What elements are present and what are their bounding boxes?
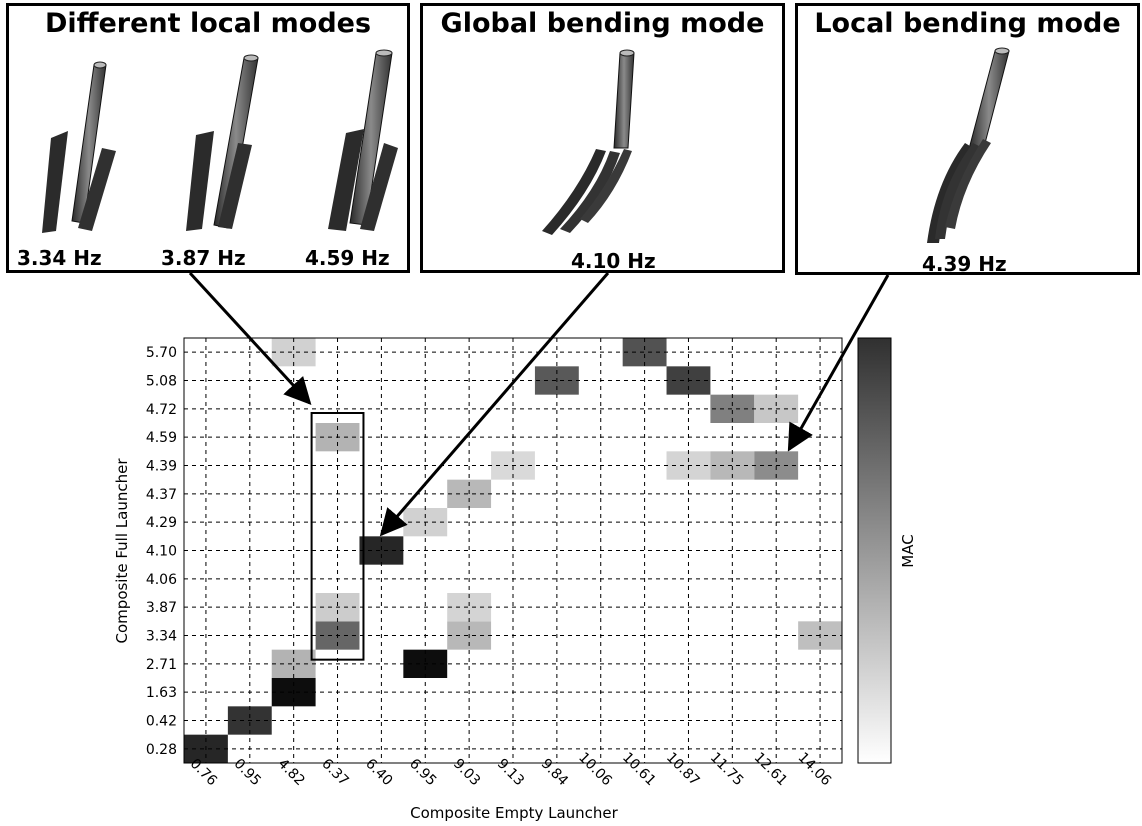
y-tick-label: 4.39	[146, 459, 177, 475]
x-tick-label: 6.37	[318, 756, 351, 789]
heatmap-cell	[271, 649, 316, 678]
x-tick-label: 6.40	[362, 756, 395, 789]
x-tick-label: 10.87	[663, 749, 703, 789]
y-tick-label: 4.72	[146, 402, 177, 418]
panel-local-bending-mode: Local bending mode 4.39 Hz	[795, 3, 1140, 276]
annotation-arrow	[379, 272, 610, 537]
launcher-render-local-1	[42, 49, 398, 233]
y-tick-label: 5.70	[146, 345, 177, 361]
x-tick-label: 6.95	[406, 756, 439, 789]
frequency-label: 4.39 Hz	[922, 252, 1007, 276]
annotation-arrow	[787, 274, 890, 452]
x-tick-label: 12.61	[751, 749, 791, 789]
y-tick-label: 4.10	[146, 544, 177, 560]
x-tick-label: 9.13	[494, 756, 527, 789]
colorbar	[857, 337, 892, 764]
x-tick-label: 9.03	[450, 756, 483, 789]
x-tick-label: 4.82	[274, 756, 307, 789]
y-tick-label: 4.29	[146, 515, 177, 531]
panel-title: Local bending mode	[814, 8, 1121, 39]
y-tick-label: 0.42	[146, 714, 177, 730]
annotation-arrow	[188, 271, 312, 405]
panel-global-bending-mode: Global bending mode 4.10 Hz	[420, 3, 785, 273]
y-tick-label: 4.59	[146, 430, 177, 446]
y-tick-label: 3.34	[146, 629, 177, 645]
frequency-label: 4.10 Hz	[571, 249, 656, 273]
y-tick-label: 4.37	[146, 487, 177, 503]
x-tick-label: 9.84	[538, 756, 571, 789]
panel-title: Global bending mode	[440, 8, 765, 39]
panel-different-local-modes: Different local modes 3.34 Hz 3.87 Hz 4.…	[6, 3, 410, 273]
heatmap-cell	[271, 338, 316, 367]
x-tick-label: 11.75	[707, 749, 747, 789]
colorbar-label: MAC	[899, 534, 917, 567]
x-axis-title: Composite Empty Launcher	[410, 804, 619, 822]
y-tick-label: 1.63	[146, 685, 177, 701]
x-tick-label: 14.06	[795, 749, 835, 789]
y-axis-title: Composite Full Launcher	[113, 458, 131, 644]
x-tick-label: 0.95	[231, 756, 264, 789]
frequency-label: 3.34 Hz	[17, 246, 102, 270]
y-tick-label: 3.87	[146, 600, 177, 616]
y-tick-label: 0.28	[146, 742, 177, 758]
x-tick-label: 10.06	[575, 749, 615, 789]
frequency-label: 3.87 Hz	[161, 246, 246, 270]
y-tick-label: 5.08	[146, 374, 177, 390]
highlight-box	[310, 412, 365, 661]
launcher-render-global	[542, 49, 635, 235]
frequency-label: 4.59 Hz	[305, 246, 390, 270]
y-tick-label: 4.06	[146, 572, 177, 588]
panel-title: Different local modes	[44, 8, 372, 39]
x-tick-label: 10.61	[619, 749, 659, 789]
launcher-render-local-bending	[927, 47, 1010, 243]
y-tick-label: 2.71	[146, 657, 177, 673]
plot-frame	[183, 337, 843, 764]
